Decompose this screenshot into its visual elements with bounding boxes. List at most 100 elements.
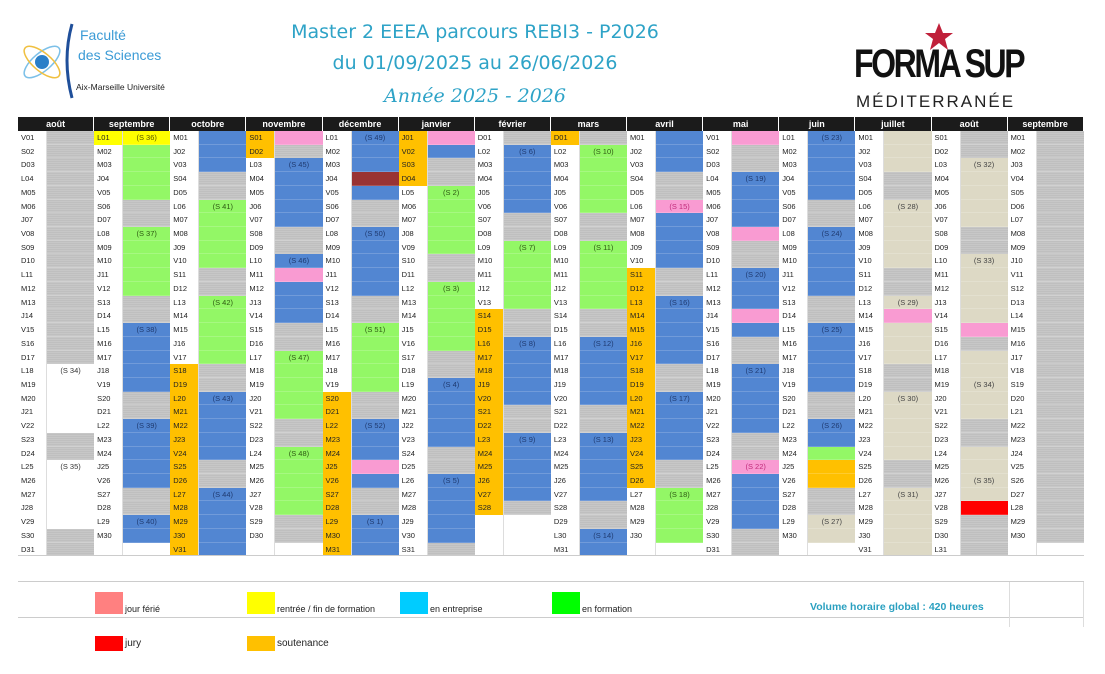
day-cell[interactable] [427, 131, 475, 145]
day-cell[interactable] [656, 432, 704, 447]
day-cell[interactable] [732, 213, 780, 228]
day-cell[interactable] [732, 515, 780, 529]
day-cell[interactable] [1036, 185, 1084, 200]
day-cell[interactable] [960, 281, 1008, 296]
day-cell[interactable] [275, 432, 323, 447]
day-cell[interactable] [1036, 254, 1084, 269]
day-cell[interactable] [732, 528, 780, 543]
day-cell[interactable] [503, 473, 551, 488]
day-cell[interactable] [656, 377, 704, 392]
day-cell[interactable]: (S 17) [656, 391, 704, 406]
day-cell[interactable] [351, 172, 399, 186]
day-cell[interactable] [579, 323, 627, 337]
day-cell[interactable] [884, 528, 932, 543]
day-cell[interactable] [199, 268, 247, 282]
day-cell[interactable] [1036, 501, 1084, 516]
day-cell[interactable] [1036, 199, 1084, 214]
day-cell[interactable] [199, 131, 247, 145]
day-cell[interactable] [427, 295, 475, 310]
day-cell[interactable] [503, 419, 551, 433]
day-cell[interactable] [47, 432, 95, 447]
day-cell[interactable] [427, 158, 475, 173]
day-cell[interactable] [47, 240, 95, 255]
day-cell[interactable] [503, 172, 551, 186]
day-cell[interactable] [579, 213, 627, 228]
day-cell[interactable] [503, 254, 551, 269]
day-cell[interactable] [656, 405, 704, 420]
day-cell[interactable] [808, 446, 856, 461]
day-cell[interactable]: (S 11) [579, 240, 627, 255]
day-cell[interactable] [732, 323, 780, 337]
day-cell[interactable] [503, 213, 551, 228]
day-cell[interactable] [960, 268, 1008, 282]
day-cell[interactable] [1036, 158, 1084, 173]
day-cell[interactable] [503, 268, 551, 282]
day-cell[interactable] [47, 473, 95, 488]
day-cell[interactable] [351, 446, 399, 461]
day-cell[interactable] [123, 405, 171, 420]
day-cell[interactable] [199, 309, 247, 324]
day-cell[interactable] [503, 281, 551, 296]
day-cell[interactable] [808, 240, 856, 255]
day-cell[interactable] [732, 227, 780, 241]
day-cell[interactable] [884, 405, 932, 420]
day-cell[interactable] [1036, 336, 1084, 351]
day-cell[interactable] [351, 158, 399, 173]
day-cell[interactable] [732, 501, 780, 516]
day-cell[interactable] [808, 254, 856, 269]
day-cell[interactable] [427, 515, 475, 529]
day-cell[interactable] [884, 309, 932, 324]
day-cell[interactable] [579, 199, 627, 214]
day-cell[interactable]: (S 19) [732, 172, 780, 186]
day-cell[interactable] [579, 268, 627, 282]
day-cell[interactable] [503, 377, 551, 392]
day-cell[interactable]: (S 48) [275, 446, 323, 461]
day-cell[interactable] [47, 213, 95, 228]
day-cell[interactable] [427, 405, 475, 420]
day-cell[interactable]: (S 36) [123, 131, 171, 145]
day-cell[interactable] [808, 281, 856, 296]
day-cell[interactable] [960, 131, 1008, 145]
day-cell[interactable] [275, 309, 323, 324]
day-cell[interactable] [732, 281, 780, 296]
day-cell[interactable]: (S 9) [503, 432, 551, 447]
day-cell[interactable] [199, 213, 247, 228]
day-cell[interactable] [579, 350, 627, 365]
day-cell[interactable] [47, 542, 95, 557]
day-cell[interactable] [960, 240, 1008, 255]
day-cell[interactable] [579, 185, 627, 200]
day-cell[interactable] [1036, 281, 1084, 296]
day-cell[interactable] [503, 158, 551, 173]
day-cell[interactable]: (S 10) [579, 144, 627, 159]
day-cell[interactable] [47, 336, 95, 351]
day-cell[interactable] [275, 501, 323, 516]
day-cell[interactable] [1036, 432, 1084, 447]
day-cell[interactable] [351, 144, 399, 159]
day-cell[interactable]: (S 16) [656, 295, 704, 310]
day-cell[interactable] [427, 144, 475, 159]
day-cell[interactable] [732, 473, 780, 488]
day-cell[interactable] [427, 323, 475, 337]
day-cell[interactable] [884, 446, 932, 461]
day-cell[interactable] [47, 131, 95, 145]
day-cell[interactable] [351, 473, 399, 488]
day-cell[interactable] [579, 227, 627, 241]
day-cell[interactable] [808, 460, 856, 474]
day-cell[interactable]: (S 50) [351, 227, 399, 241]
day-cell[interactable]: (S 4) [427, 377, 475, 392]
day-cell[interactable]: (S 34) [47, 364, 95, 378]
day-cell[interactable] [47, 323, 95, 337]
day-cell[interactable] [351, 460, 399, 474]
day-cell[interactable] [503, 460, 551, 474]
day-cell[interactable] [884, 323, 932, 337]
day-cell[interactable] [960, 144, 1008, 159]
day-cell[interactable] [123, 268, 171, 282]
day-cell[interactable] [732, 131, 780, 145]
day-cell[interactable] [351, 501, 399, 516]
day-cell[interactable] [884, 473, 932, 488]
day-cell[interactable]: (S 37) [123, 227, 171, 241]
day-cell[interactable] [1036, 487, 1084, 502]
day-cell[interactable] [960, 515, 1008, 529]
day-cell[interactable] [123, 460, 171, 474]
day-cell[interactable] [732, 432, 780, 447]
